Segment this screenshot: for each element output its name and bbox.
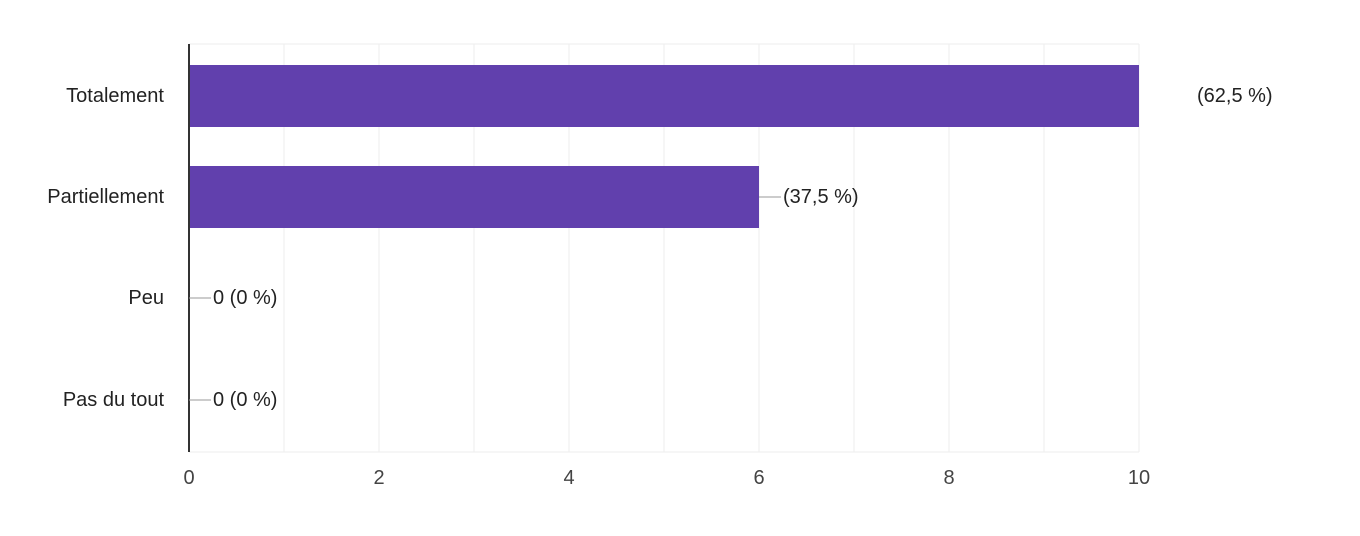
x-tick-label: 4	[563, 467, 574, 489]
bar	[189, 65, 1139, 127]
x-tick-label: 8	[943, 467, 954, 489]
x-tick-label: 6	[753, 467, 764, 489]
category-label: Totalement	[66, 85, 164, 107]
x-tick-label: 10	[1128, 467, 1150, 489]
x-tick-label: 0	[183, 467, 194, 489]
bars	[189, 65, 1139, 228]
category-label: Pas du tout	[63, 389, 165, 411]
axes: 0 2 4 6 8 10	[183, 44, 1150, 489]
labels: Totalement (62,5 %) Partiellement (37,5 %) P…	[47, 85, 1272, 411]
category-label: Partiellement	[47, 186, 164, 208]
bar	[189, 166, 759, 228]
data-label: 0 (0 %)	[213, 287, 277, 309]
data-label: (62,5 %)	[1197, 85, 1273, 107]
x-tick-label: 2	[373, 467, 384, 489]
data-label: (37,5 %)	[783, 186, 859, 208]
category-label: Peu	[128, 287, 164, 309]
data-label: 0 (0 %)	[213, 389, 277, 411]
